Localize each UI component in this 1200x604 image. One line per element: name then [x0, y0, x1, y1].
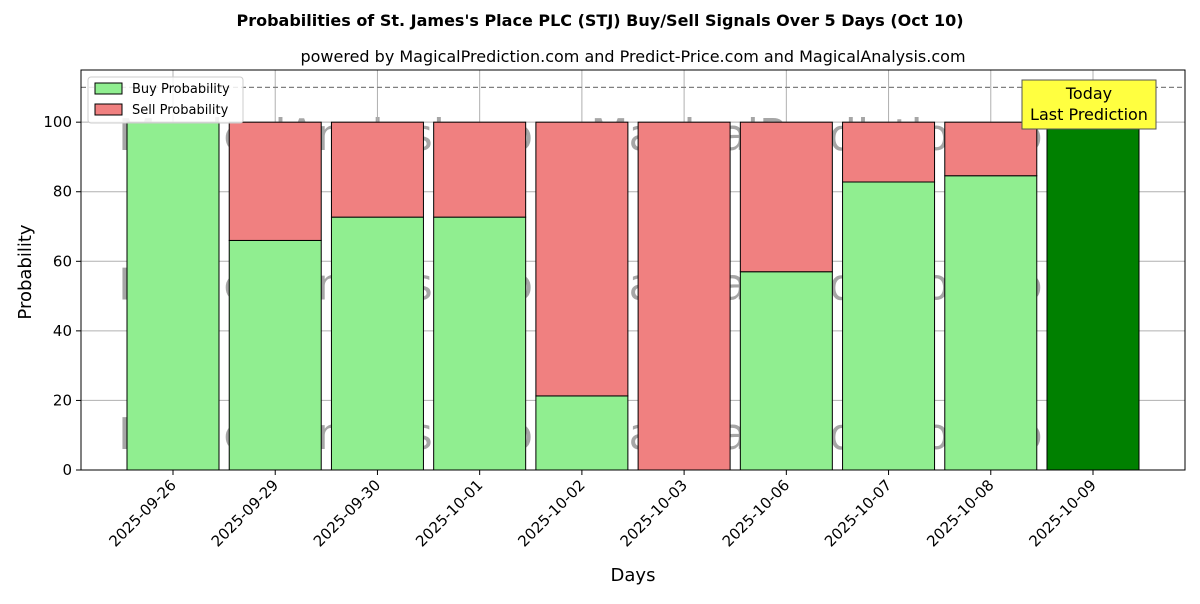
y-tick-label: 40 — [53, 322, 72, 340]
bar-buy — [433, 216, 527, 471]
bar-sell — [228, 121, 322, 241]
today-annotation: Today Last Prediction — [1021, 79, 1157, 130]
x-tick-label: 2025-10-09 — [1025, 476, 1099, 550]
bar-buy — [842, 181, 936, 471]
bar-sell — [637, 121, 731, 471]
legend-swatch-sell — [94, 103, 123, 116]
y-tick-label: 60 — [53, 252, 72, 270]
bar-buy — [126, 121, 220, 471]
chart-title: Probabilities of St. James's Place PLC (… — [236, 11, 963, 30]
y-tick-label: 80 — [53, 183, 72, 201]
bar-sell — [433, 121, 527, 218]
annotation-line1: Today — [1065, 84, 1112, 103]
bar-layer — [126, 121, 1140, 471]
annotation-line2: Last Prediction — [1030, 105, 1148, 124]
x-tick-label: 2025-09-26 — [105, 476, 179, 550]
bar-sell — [944, 121, 1038, 177]
bar-buy — [330, 216, 424, 471]
bar-buy — [1046, 121, 1140, 471]
x-tick-label: 2025-10-01 — [412, 476, 486, 550]
y-axis-label: Probability — [15, 224, 36, 319]
bar-buy — [739, 271, 833, 471]
x-tick-label: 2025-10-03 — [617, 476, 691, 550]
x-tick-label: 2025-10-02 — [514, 476, 588, 550]
legend-label-sell: Sell Probability — [132, 103, 229, 118]
bar-sell — [535, 121, 629, 397]
plot-frame — [80, 69, 1186, 471]
legend: Buy Probability Sell Probability — [87, 76, 244, 124]
bar-sell — [330, 121, 424, 218]
x-axis-label: Days — [611, 565, 656, 586]
y-tick-label: 20 — [53, 391, 72, 409]
bar-buy — [228, 239, 322, 471]
legend-box — [87, 76, 244, 124]
chart-subtitle: powered by MagicalPrediction.com and Pre… — [300, 47, 965, 66]
bar-buy — [535, 395, 629, 471]
x-tick-label: 2025-10-08 — [923, 476, 997, 550]
x-tick-label: 2025-09-29 — [208, 476, 282, 550]
y-tick-label: 0 — [62, 461, 72, 479]
y-tick-label: 100 — [43, 113, 72, 131]
bar-sell — [842, 121, 936, 183]
bar-sell — [739, 121, 833, 273]
bar-buy — [944, 175, 1038, 471]
annotation-box — [1021, 79, 1157, 130]
legend-label-buy: Buy Probability — [132, 82, 230, 97]
x-tick-label: 2025-10-07 — [821, 476, 895, 550]
x-tick-label: 2025-10-06 — [719, 476, 793, 550]
legend-swatch-buy — [94, 82, 123, 95]
x-tick-label: 2025-09-30 — [310, 476, 384, 550]
